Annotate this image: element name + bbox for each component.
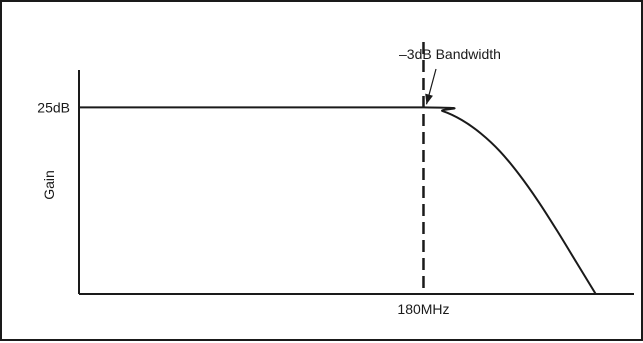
annotation-arrowhead bbox=[425, 93, 433, 105]
y-axis-label: Gain bbox=[41, 170, 57, 200]
tick-labels: 25dB 180MHz bbox=[37, 99, 449, 317]
y-tick-label-0: 25dB bbox=[37, 99, 70, 115]
annotation-label: –3dB Bandwidth bbox=[399, 46, 501, 62]
x-tick-label-0: 180MHz bbox=[397, 301, 449, 317]
gain-curve bbox=[79, 106, 597, 295]
